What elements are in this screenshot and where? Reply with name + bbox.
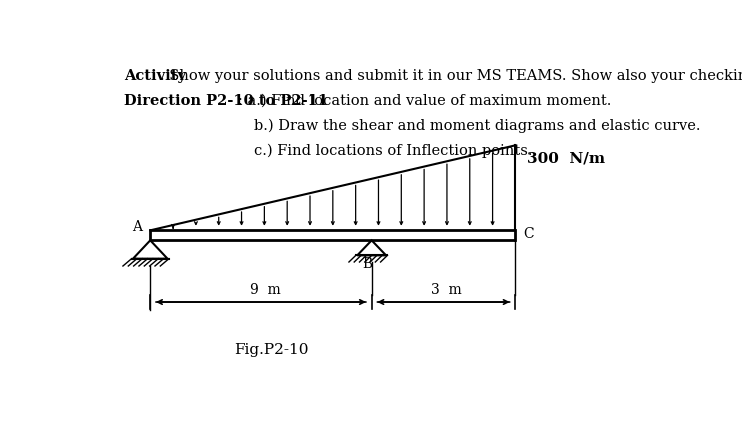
Text: 9  m: 9 m: [250, 283, 280, 297]
Text: 3  m: 3 m: [431, 283, 462, 297]
Text: Activity: Activity: [125, 68, 186, 83]
Text: C: C: [523, 226, 533, 241]
Text: b.) Draw the shear and moment diagrams and elastic curve.: b.) Draw the shear and moment diagrams a…: [254, 119, 700, 133]
Text: Fig.P2-10: Fig.P2-10: [234, 343, 308, 357]
Text: . Show your solutions and submit it in our MS TEAMS. Show also your checking par: . Show your solutions and submit it in o…: [160, 68, 742, 83]
Text: c.) Find locations of Inflection points.: c.) Find locations of Inflection points.: [254, 144, 532, 158]
Text: Direction P2-10 to P2-11: Direction P2-10 to P2-11: [125, 94, 329, 108]
Text: A: A: [131, 220, 142, 234]
Text: B: B: [363, 257, 372, 271]
Text: 300  N/m: 300 N/m: [527, 152, 605, 166]
Text: : a.) Find location and value of maximum moment.: : a.) Find location and value of maximum…: [238, 94, 611, 108]
